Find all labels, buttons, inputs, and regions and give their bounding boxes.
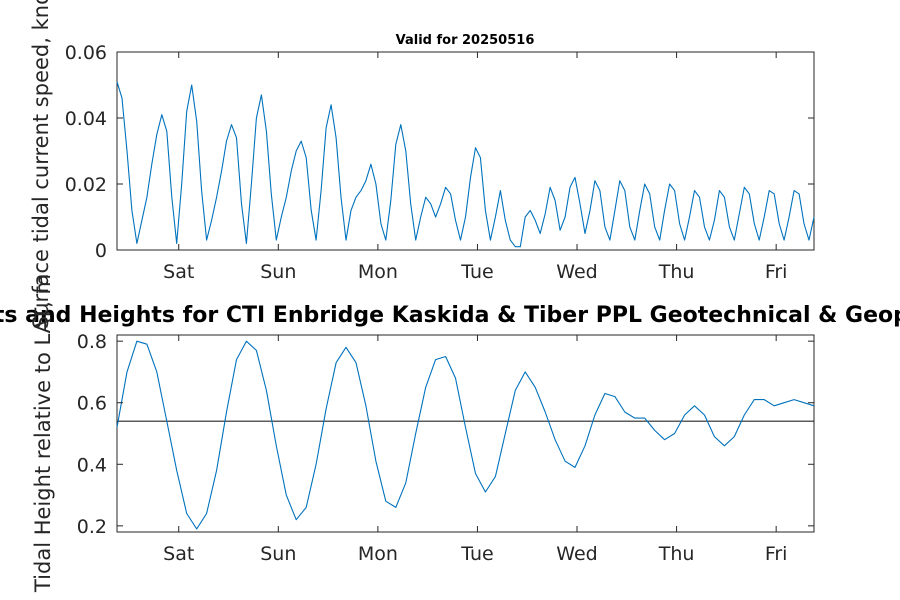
tidal-height-x-tick-label: Tue [460,543,493,565]
tidal-height-y-tick-label: 0.2 [77,516,107,538]
tidal-height-y-tick-label: 0.6 [77,393,107,415]
current-speed-x-tick-label: Wed [556,261,597,283]
tidal-height-x-tick-label: Sat [163,543,194,565]
tidal-height-axes-box [116,334,815,533]
tidal-height-series-line [116,340,815,530]
current-speed-y-tick-label: 0 [95,240,107,262]
current-speed-y-tick-label: 0.04 [65,108,107,130]
current-speed-axes-box [116,51,815,251]
current-speed-plot-area: 0 0.02 0.04 0.06 Sat Sun Mon Tue Wed Thu Fri [65,42,815,283]
current-speed-y-axis-label: Surface tidal current speed, knots [29,0,53,329]
tidal-height-x-tick-label: Mon [358,543,398,565]
current-speed-x-tick-label: Thu [658,261,695,283]
current-speed-y-tick-label: 0.06 [65,42,107,64]
current-speed-x-tick-label: Sun [260,261,296,283]
tidal-height-plot-area: 0.2 0.4 0.6 0.8 Sat Sun Mon Tue Wed Thu Fri [77,331,815,565]
current-speed-x-tick-label: Fri [765,261,788,283]
current-speed-x-tick-label: Mon [358,261,398,283]
current-speed-x-tick-label: Sat [163,261,194,283]
tidal-height-y-tick-label: 0.8 [77,331,107,353]
tidal-height-y-tick-label: 0.4 [77,454,107,476]
tidal-height-y-axis-label: Tidal Height relative to LAT, m [31,274,55,593]
current-speed-panel: 0 0.02 0.04 0.06 Sat Sun Mon Tue Wed Thu Fri Valid… [65,33,815,283]
current-speed-y-tick-label: 0.02 [65,174,107,196]
current-speed-series-line [116,81,815,248]
current-speed-title: Valid for 20250516 [396,33,535,48]
tidal-height-panel: 0.2 0.4 0.6 0.8 Sat Sun Mon Tue Wed Thu Fri [77,331,815,565]
tidal-height-x-tick-label: Sun [260,543,296,565]
tidal-height-title: Tidal Currents and Heights for CTI Enbri… [0,303,900,328]
tidal-height-x-tick-label: Thu [658,543,695,565]
tidal-height-x-tick-label: Wed [556,543,597,565]
current-speed-x-tick-label: Tue [460,261,493,283]
tidal-height-x-tick-label: Fri [765,543,788,565]
